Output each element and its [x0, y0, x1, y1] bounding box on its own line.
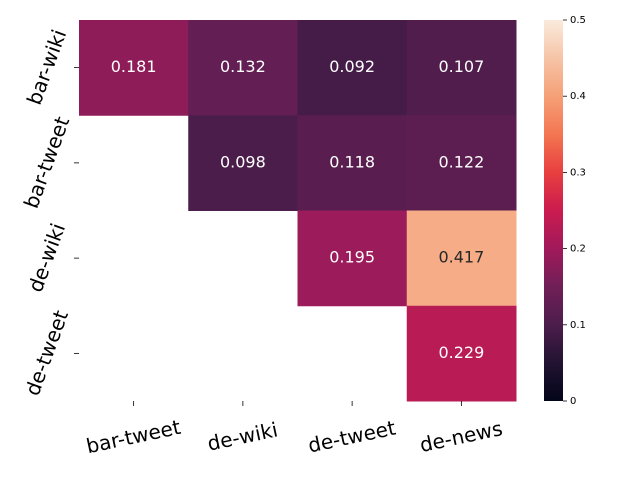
colorbar-tick-label: 0.1: [570, 320, 586, 331]
colorbar-tick-label: 0.5: [570, 15, 586, 26]
colorbar: [544, 20, 563, 401]
heatmap-cell: [188, 20, 298, 116]
colorbar-tick-label: 0: [570, 396, 576, 407]
y-tick-label: bar-tweet: [19, 113, 74, 211]
cell-label: 0.118: [329, 152, 375, 171]
cell-label: 0.417: [438, 248, 484, 267]
heatmap-cell: [297, 20, 408, 116]
cell-label: 0.132: [220, 57, 266, 76]
x-tick-label: de-tweet: [306, 416, 398, 458]
y-tick-label: bar-wiki: [22, 26, 71, 108]
cell-label: 0.181: [111, 57, 157, 76]
colorbar-tick-label: 0.4: [570, 91, 586, 102]
x-tick-label: de-news: [417, 416, 504, 457]
y-tick-label: de-wiki: [23, 220, 70, 295]
cell-label: 0.107: [438, 57, 484, 76]
y-tick-label: de-tweet: [20, 307, 73, 399]
heatmap-cell: [188, 115, 298, 211]
x-tick-label: de-wiki: [205, 417, 280, 455]
cell-label: 0.229: [438, 343, 484, 362]
heatmap-cell: [79, 20, 189, 116]
cell-label: 0.098: [220, 152, 266, 171]
x-tick-label: bar-tweet: [84, 415, 183, 458]
heatmap-cell: [297, 210, 408, 307]
heatmap-cell: [406, 210, 517, 307]
colorbar-tick-label: 0.3: [570, 167, 586, 178]
cell-label: 0.122: [438, 152, 484, 171]
heatmap-cell: [406, 305, 517, 402]
cell-label: 0.092: [329, 57, 375, 76]
heatmap-cell: [406, 115, 517, 211]
heatmap-cell: [297, 115, 408, 211]
cell-label: 0.195: [329, 248, 375, 267]
colorbar-tick-label: 0.2: [570, 244, 586, 255]
heatmap-cell: [406, 20, 517, 116]
